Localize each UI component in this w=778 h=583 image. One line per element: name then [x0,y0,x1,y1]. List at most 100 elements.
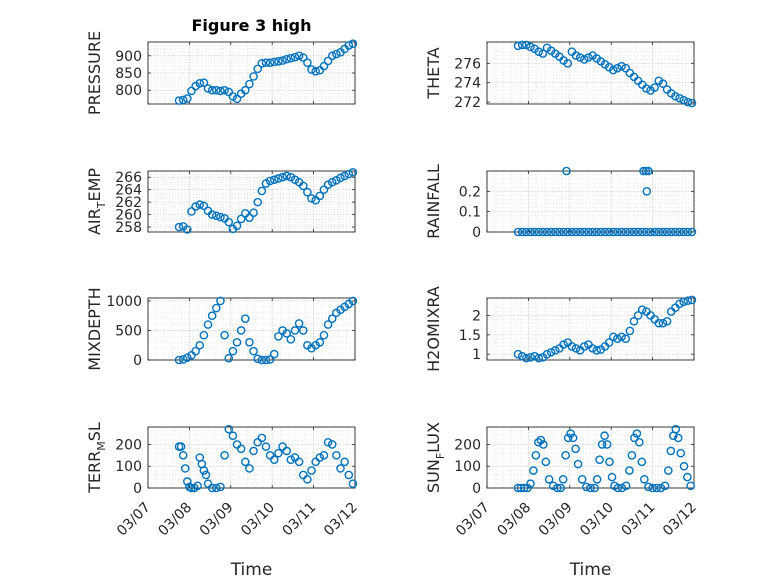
data-point [600,431,609,441]
data-point [253,64,263,74]
data-point [183,477,192,486]
data-point [269,455,279,464]
data-point [541,457,551,467]
data-point [687,295,697,305]
data-point [286,53,296,63]
y-tick-label: 0 [133,481,142,497]
data-point [683,97,693,107]
data-point [531,451,541,460]
data-point [519,483,529,493]
x-tick-label: 03/09 [536,500,576,540]
data-point [676,448,686,458]
data-point [590,483,599,493]
data-point [278,172,287,182]
data-point [642,227,651,237]
y-tick-label: 850 [115,66,142,82]
data-point [191,202,200,211]
data-point [605,457,614,467]
y-tick-label: 100 [454,459,481,475]
data-point [571,227,581,237]
x-tick-label: 03/11 [280,500,320,540]
data-point [530,351,539,361]
data-point [534,227,544,237]
data-point [627,451,637,460]
data-point [212,303,221,313]
y-tick-label: 266 [115,170,142,186]
data-point [621,227,630,237]
data-point [253,437,263,447]
data-point [517,351,527,361]
y-tick-label: 500 [115,323,142,339]
subplot-7: 0 100 200 03/07 03/08 03/09 03/10 03/11 03/12 TER… [85,422,361,580]
data-point [595,455,604,464]
data-point [613,483,623,493]
data-point [286,455,296,464]
data-point [656,483,666,493]
data-point [650,83,659,92]
data-point [679,297,688,307]
data-point [654,318,664,328]
data-point [575,227,585,237]
data-point [579,342,589,351]
data-point [613,227,622,237]
data-point [303,58,312,67]
data-point [319,451,329,460]
data-point [199,78,209,87]
y-tick-label: 900 [115,49,142,65]
data-point [577,474,587,484]
data-point [207,210,217,219]
data-point [348,39,358,49]
data-point [664,466,673,475]
data-point [282,54,291,64]
y-tick-label: 1000 [106,294,142,310]
data-point [290,326,300,335]
data-point [344,169,354,179]
data-point [526,479,535,488]
data-point [563,59,573,68]
subplot-6: 1 1.5 2 H2OMIXRA [424,286,697,372]
data-point [249,208,258,218]
data-point [257,433,267,443]
data-point [274,448,283,458]
data-point [191,346,200,356]
data-point [303,187,312,197]
y-axis-label: PRESSURE [85,31,104,115]
data-point [517,227,527,237]
data-point [546,347,556,357]
data-point [662,316,672,326]
data-point [257,355,267,365]
data-point [278,56,287,65]
data-point [265,451,275,460]
data-point [240,85,250,95]
data-point [216,296,225,306]
data-point [257,59,267,68]
data-point [278,442,287,451]
y-tick-label: 1 [472,347,481,363]
data-point [536,435,546,445]
data-point [658,318,668,328]
data-point [174,355,184,365]
data-point [671,424,681,434]
data-point [232,337,242,347]
data-point [538,227,548,237]
data-point [265,58,275,67]
data-point [174,96,184,105]
data-point [282,171,291,181]
data-point [588,344,597,353]
data-point [613,334,622,343]
data-point [327,314,337,323]
axes-box [486,41,695,105]
data-point [671,91,680,101]
data-point [567,342,577,351]
data-point [617,61,626,71]
data-point [513,227,523,237]
data-point [220,85,229,95]
data-point [675,227,684,237]
x-tick-label: 03/10 [577,500,617,540]
data-point [348,296,358,306]
data-point [586,483,595,493]
data-point [621,334,630,343]
data-point [178,355,188,364]
data-point [517,40,527,50]
